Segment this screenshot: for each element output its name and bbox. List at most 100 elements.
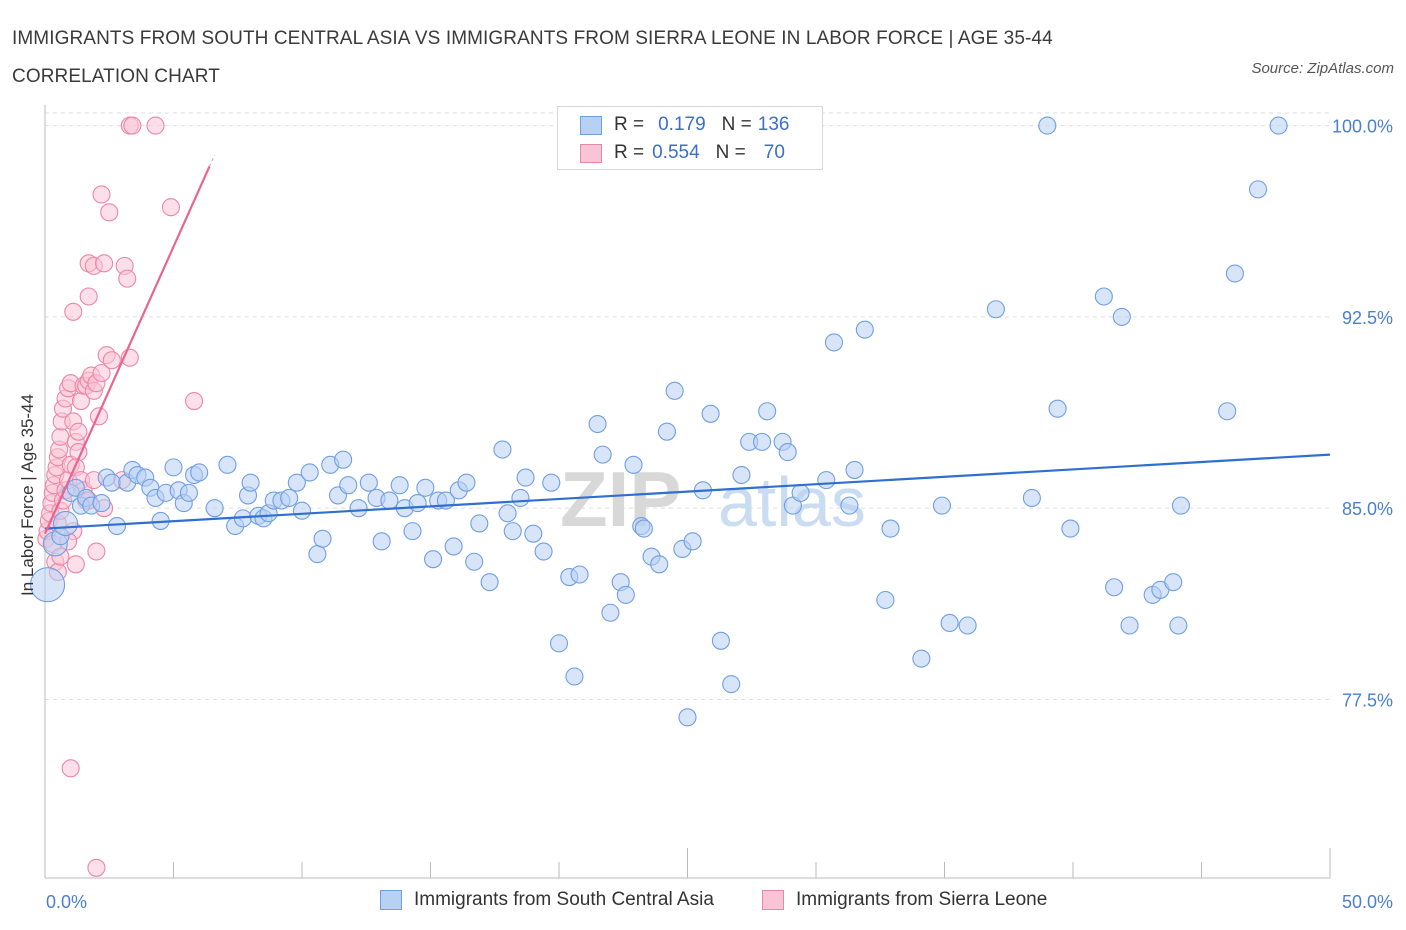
legend-n-label: N = — [715, 142, 746, 163]
data-point — [1048, 399, 1067, 418]
legend-item-south-central-asia: Immigrants from South Central Asia — [380, 889, 714, 911]
data-point — [287, 473, 306, 492]
gridlines — [45, 112, 1330, 700]
data-point — [711, 631, 730, 650]
data-point — [372, 532, 391, 551]
data-point — [1022, 488, 1041, 508]
data-point — [424, 550, 443, 569]
data-point — [179, 483, 198, 502]
data-point — [89, 407, 109, 426]
data-point — [100, 203, 119, 222]
legend-swatch-blue — [380, 890, 402, 910]
source-credit: Source: ZipAtlas.com — [1251, 60, 1394, 77]
data-point — [403, 522, 422, 541]
data-point — [516, 468, 535, 487]
stats-legend: R = 0.179 N = 136 R = 0.554 N = 70 — [557, 106, 823, 170]
data-point — [1218, 402, 1237, 421]
legend-r-label: R = — [614, 142, 645, 163]
data-point — [824, 333, 844, 352]
data-point — [722, 675, 741, 694]
data-point — [840, 496, 859, 515]
data-point — [817, 471, 836, 490]
data-point — [498, 504, 517, 523]
data-point — [205, 499, 224, 518]
data-point — [1248, 180, 1268, 199]
data-point — [64, 302, 83, 321]
trend-line-south-central-asia — [44, 453, 1331, 530]
data-point — [69, 422, 88, 441]
chart-title: IMMIGRANTS FROM SOUTH CENTRAL ASIA VS IM… — [12, 28, 1053, 87]
legend-r-value: 0.179 — [658, 114, 706, 135]
data-point — [334, 450, 353, 469]
legend-r-value: 0.554 — [652, 142, 700, 163]
data-point — [51, 427, 70, 446]
data-point — [118, 269, 137, 288]
trend-lines — [43, 154, 1331, 535]
data-point — [161, 198, 180, 217]
data-point — [732, 465, 751, 485]
data-point — [95, 254, 114, 273]
legend-row-south-central-asia: R = 0.179 N = 136 — [580, 113, 795, 137]
data-point — [102, 351, 121, 370]
data-point — [123, 116, 142, 135]
data-point — [30, 567, 66, 603]
data-point — [657, 422, 676, 441]
data-point — [92, 363, 111, 383]
data-point — [92, 185, 111, 204]
series-south-central-asia-points — [30, 116, 1288, 727]
data-point — [601, 603, 620, 622]
data-point — [470, 514, 489, 533]
data-point — [958, 616, 977, 635]
data-point — [1038, 116, 1057, 135]
legend-n-value: 70 — [763, 142, 785, 163]
data-point — [79, 287, 98, 306]
data-point — [940, 613, 959, 633]
data-point — [912, 649, 931, 668]
data-point — [524, 524, 543, 543]
data-point — [650, 555, 669, 574]
data-point — [1169, 616, 1188, 635]
data-point — [791, 483, 810, 502]
data-point — [61, 759, 80, 778]
data-point — [444, 537, 463, 556]
data-point — [308, 545, 327, 564]
data-point — [565, 667, 584, 686]
data-point — [92, 494, 111, 513]
data-point — [778, 443, 797, 462]
series-legend: Immigrants from South Central Asia Immig… — [0, 889, 1406, 915]
data-point — [683, 532, 702, 551]
y-tick-label: 100.0% — [1332, 117, 1393, 137]
data-point — [634, 519, 653, 538]
data-point — [102, 473, 121, 492]
legend-swatch-pink — [580, 143, 602, 163]
trend-line-sierra-leone — [43, 165, 211, 535]
tick-labels: 100.0% 92.5% 85.0% 77.5% 0.0% 50.0% — [46, 117, 1393, 912]
data-point — [300, 463, 319, 482]
data-point — [241, 473, 260, 492]
data-point — [752, 432, 772, 451]
trend-extension-sierra-leone — [208, 154, 216, 167]
data-point — [701, 404, 720, 423]
data-point — [185, 392, 204, 411]
data-point — [87, 858, 106, 877]
data-point — [313, 529, 332, 548]
data-point — [408, 494, 427, 513]
data-point — [1094, 287, 1113, 306]
data-point — [146, 116, 165, 135]
data-point — [678, 708, 697, 727]
x-tick-label: 50.0% — [1342, 892, 1393, 912]
data-point — [349, 499, 368, 518]
data-point — [876, 590, 895, 610]
data-point — [1164, 573, 1183, 592]
y-tick-label: 92.5% — [1342, 308, 1393, 328]
data-point — [53, 510, 79, 537]
data-point — [416, 478, 435, 497]
x-tick-label: 0.0% — [46, 892, 87, 912]
data-point — [493, 440, 512, 459]
data-point — [845, 460, 864, 479]
legend-series-name: Immigrants from South Central Asia — [414, 889, 714, 910]
data-point — [1120, 616, 1139, 635]
y-tick-label: 85.0% — [1342, 499, 1393, 519]
data-point — [758, 402, 777, 421]
legend-item-sierra-leone: Immigrants from Sierra Leone — [762, 889, 1047, 911]
